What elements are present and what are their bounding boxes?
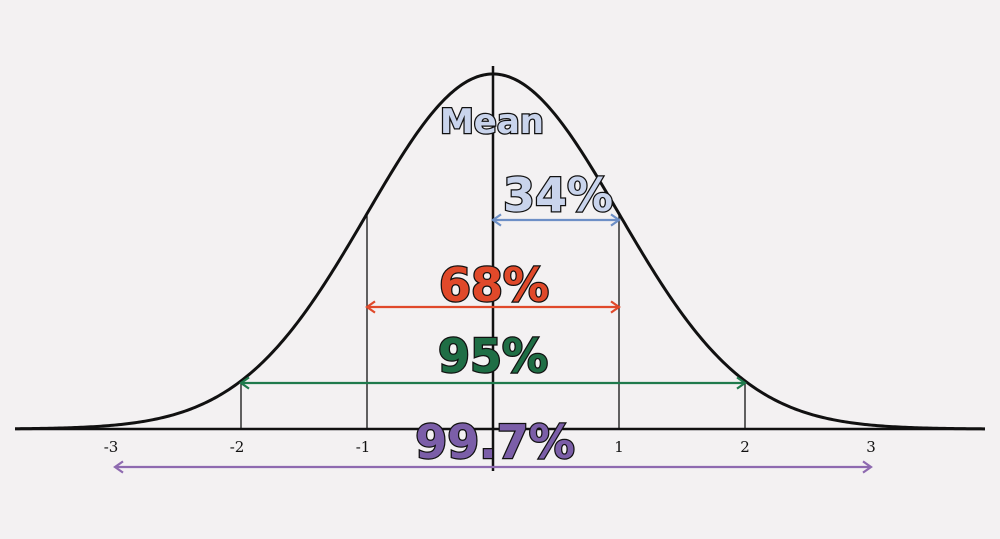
tick-label-minus-2: -2 <box>230 438 245 456</box>
arrow-head-right <box>610 300 621 314</box>
range-label-95: 95% <box>438 329 548 383</box>
sd-lines <box>240 213 746 429</box>
arrow-head-left <box>239 376 250 390</box>
tick-label-minus-3: -3 <box>104 438 119 456</box>
range-arrow-68 <box>365 300 621 314</box>
tick-label-minus-1: -1 <box>356 438 371 456</box>
range-label-34: 34% <box>503 168 613 222</box>
bell-curve <box>14 72 986 431</box>
arrow-head-left <box>365 300 376 314</box>
arrow-head-right <box>610 213 621 227</box>
arrow-head-left <box>113 460 124 474</box>
range-arrow-99-7 <box>113 460 873 474</box>
range-arrow-34 <box>491 213 621 227</box>
tick-label-1: 1 <box>614 438 624 456</box>
tick-label-2: 2 <box>740 438 750 456</box>
arrow-head-left <box>491 213 502 227</box>
mean-label: Mean <box>440 102 544 142</box>
range-label-99-7: 99.7% <box>415 415 575 469</box>
range-label-68: 68% <box>439 258 549 312</box>
tick-label-3: 3 <box>866 438 876 456</box>
arrow-head-right <box>736 376 747 390</box>
range-arrow-95 <box>239 376 747 390</box>
arrow-head-right <box>862 460 873 474</box>
